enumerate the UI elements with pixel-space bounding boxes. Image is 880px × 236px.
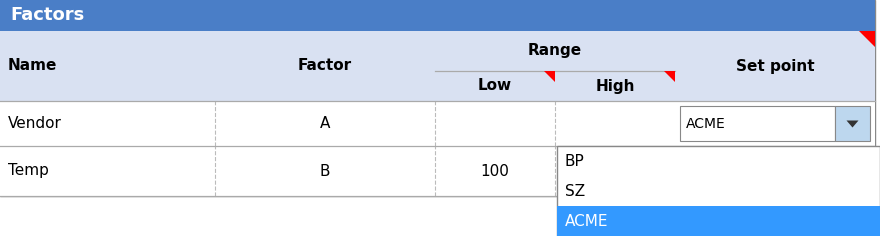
Text: Vendor: Vendor (8, 116, 62, 131)
Text: 100: 100 (480, 164, 510, 178)
Text: Low: Low (478, 79, 512, 93)
Text: Factors: Factors (10, 7, 84, 25)
Polygon shape (544, 71, 555, 82)
Bar (557, 146, 880, 236)
Bar (557, 206, 880, 236)
Text: 200: 200 (600, 164, 629, 178)
Bar (0, 146, 875, 196)
Text: Factor: Factor (298, 59, 352, 73)
Polygon shape (859, 31, 875, 47)
Text: Name: Name (8, 59, 57, 73)
Bar (0, 0, 875, 196)
Bar (0, 31, 875, 101)
Text: Temp: Temp (8, 164, 49, 178)
Text: ACME: ACME (686, 117, 726, 131)
Text: BP: BP (565, 153, 584, 169)
Text: B: B (319, 164, 330, 178)
Text: ACME: ACME (565, 214, 608, 228)
Bar (680, 106, 835, 141)
Bar (0, 0, 875, 31)
Bar (0, 101, 875, 146)
Polygon shape (664, 71, 675, 82)
Text: A: A (319, 116, 330, 131)
Text: Range: Range (528, 43, 582, 59)
Text: SZ: SZ (565, 184, 585, 198)
Text: Set point: Set point (736, 59, 814, 73)
Text: High: High (595, 79, 634, 93)
Bar (835, 106, 870, 141)
Polygon shape (847, 121, 859, 127)
